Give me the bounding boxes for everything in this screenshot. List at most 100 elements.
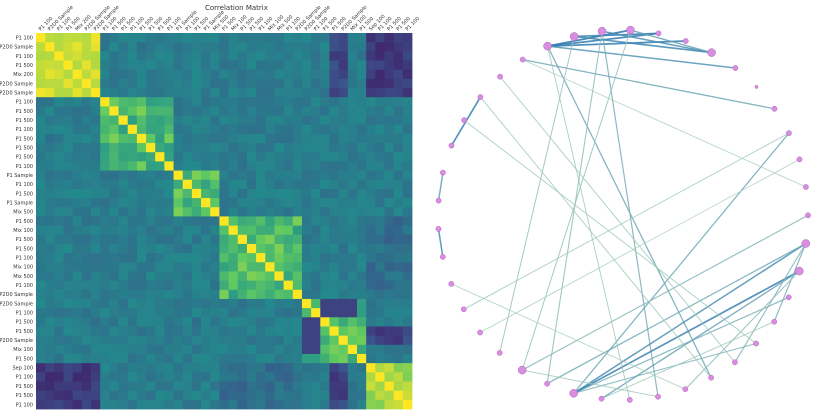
heatmap-cell bbox=[100, 243, 110, 254]
heatmap-cell bbox=[393, 390, 404, 401]
heatmap-cell bbox=[146, 372, 156, 382]
heatmap-cell bbox=[329, 115, 340, 126]
heatmap-cell bbox=[81, 372, 92, 382]
network-node bbox=[732, 359, 738, 366]
heatmap-cell bbox=[384, 381, 395, 392]
heatmap-cell bbox=[347, 170, 358, 181]
heatmap-cell bbox=[237, 271, 248, 282]
heatmap-cell bbox=[246, 133, 257, 144]
heatmap-cell bbox=[210, 353, 220, 364]
heatmap-cell bbox=[118, 115, 129, 126]
heatmap-cell bbox=[228, 97, 239, 107]
heatmap-cell bbox=[347, 198, 358, 208]
heatmap-cell bbox=[109, 216, 119, 226]
network-node bbox=[435, 226, 442, 232]
heatmap-cell bbox=[274, 335, 285, 346]
heatmap-cell bbox=[109, 170, 119, 181]
heatmap-cell bbox=[237, 179, 248, 190]
network-edge bbox=[437, 172, 444, 201]
heatmap-cell bbox=[237, 78, 248, 89]
heatmap-cell bbox=[329, 353, 340, 364]
heatmap-cell bbox=[246, 152, 257, 162]
y-tick-label: P1 500 bbox=[16, 356, 33, 362]
heatmap-cell bbox=[91, 179, 101, 190]
heatmap-cell bbox=[45, 78, 55, 89]
heatmap-cell bbox=[100, 198, 110, 208]
heatmap-cell bbox=[118, 170, 129, 181]
heatmap-cell bbox=[311, 33, 321, 43]
heatmap-cell bbox=[393, 106, 404, 116]
heatmap-cell bbox=[210, 143, 220, 153]
heatmap-cell bbox=[155, 69, 165, 80]
heatmap-cell bbox=[63, 399, 74, 410]
heatmap-cell bbox=[191, 115, 202, 126]
heatmap-cell bbox=[402, 353, 413, 364]
heatmap-cell bbox=[173, 51, 184, 61]
heatmap-cell bbox=[329, 390, 340, 401]
y-tick-label: P1 500 bbox=[16, 384, 33, 390]
heatmap-cell bbox=[292, 225, 303, 236]
heatmap-cell bbox=[191, 317, 202, 327]
heatmap-cell bbox=[256, 179, 266, 190]
heatmap-cell bbox=[274, 51, 285, 61]
heatmap-cell bbox=[72, 216, 83, 226]
heatmap-cell bbox=[256, 33, 266, 43]
y-tick-label: P1 100 bbox=[16, 256, 33, 262]
heatmap-cell bbox=[63, 225, 74, 236]
heatmap-cell bbox=[136, 308, 147, 318]
heatmap-cell bbox=[274, 243, 285, 254]
heatmap-cell bbox=[81, 69, 92, 80]
heatmap-cell bbox=[246, 143, 257, 153]
heatmap-cell bbox=[81, 207, 92, 217]
heatmap-cell bbox=[155, 133, 165, 144]
heatmap-cell bbox=[210, 372, 220, 382]
heatmap-cell bbox=[356, 88, 367, 98]
heatmap-cell bbox=[136, 115, 147, 126]
heatmap-cell bbox=[256, 353, 266, 364]
heatmap-cell bbox=[118, 344, 129, 355]
heatmap-cell bbox=[393, 216, 404, 226]
heatmap-cell bbox=[109, 335, 119, 346]
heatmap-cell bbox=[246, 344, 257, 355]
heatmap-cell bbox=[356, 207, 367, 217]
heatmap-cell bbox=[191, 88, 202, 98]
heatmap-cell bbox=[146, 198, 156, 208]
heatmap-cell bbox=[81, 188, 92, 199]
heatmap-cell bbox=[146, 161, 156, 171]
heatmap-cell bbox=[301, 243, 312, 254]
heatmap-cell bbox=[402, 280, 413, 291]
heatmap-cell bbox=[329, 317, 340, 327]
heatmap-cell bbox=[210, 308, 220, 318]
heatmap-cell bbox=[191, 161, 202, 171]
heatmap-cell bbox=[118, 363, 129, 373]
heatmap-cell bbox=[393, 353, 404, 364]
heatmap-cell bbox=[320, 225, 330, 236]
heatmap-cell bbox=[173, 317, 184, 327]
heatmap-cell bbox=[173, 216, 184, 226]
heatmap-cell bbox=[356, 399, 367, 410]
heatmap-cell bbox=[384, 253, 395, 263]
heatmap-cell bbox=[45, 289, 55, 300]
network-node bbox=[477, 94, 484, 100]
heatmap-cell bbox=[320, 143, 330, 153]
heatmap-cell bbox=[393, 88, 404, 98]
heatmap-cell bbox=[347, 60, 358, 71]
heatmap-cell bbox=[256, 289, 266, 300]
y-tick-label: P2D0 Sample bbox=[0, 90, 33, 96]
heatmap-cell bbox=[173, 33, 184, 43]
heatmap-cell bbox=[191, 344, 202, 355]
heatmap-cell bbox=[118, 69, 129, 80]
y-tick-label: P1 500 bbox=[16, 237, 33, 243]
heatmap-cell bbox=[118, 88, 129, 98]
heatmap-cell bbox=[210, 271, 220, 282]
heatmap-cell bbox=[91, 161, 101, 171]
heatmap-cell bbox=[320, 188, 330, 199]
heatmap-cell bbox=[347, 363, 358, 373]
heatmap-cell bbox=[246, 262, 257, 272]
heatmap-cell bbox=[393, 124, 404, 135]
heatmap-cell bbox=[366, 308, 376, 318]
heatmap-cell bbox=[283, 78, 294, 89]
heatmap-cell bbox=[201, 33, 211, 43]
heatmap-cell bbox=[366, 179, 376, 190]
